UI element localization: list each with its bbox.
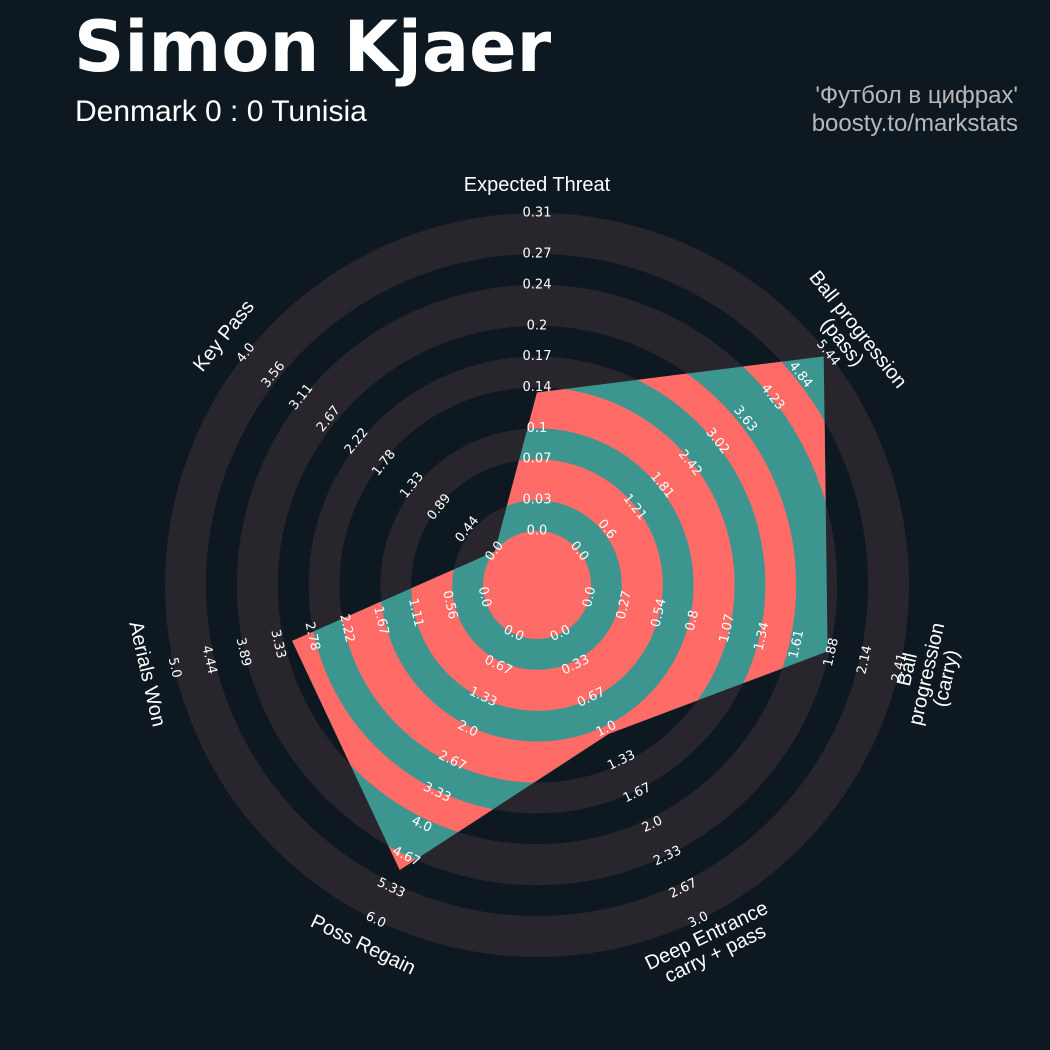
center-band [483, 531, 591, 639]
tick-label: 0.54 [649, 597, 670, 629]
tick-label: 0.56 [439, 589, 460, 621]
title: Simon Kjaer [74, 6, 552, 88]
tick-label: 0.0 [580, 585, 599, 609]
tick-label: 1.67 [370, 605, 391, 637]
ring [164, 212, 910, 958]
tick-label: 0.0 [475, 585, 494, 609]
tick-label: 1.61 [786, 629, 807, 661]
tick-label: 2.78 [301, 621, 322, 653]
tick-label: 0.1 [527, 421, 548, 436]
credit-line: 'Футбол в цифрах' [815, 82, 1018, 109]
tick-label: 0.31 [523, 206, 552, 221]
credit-line: boosty.to/markstats [811, 110, 1018, 137]
tick-label: 0.03 [523, 493, 552, 508]
tick-label: 2.14 [854, 644, 875, 676]
credits: 'Футбол в цифрах' boosty.to/markstats [812, 82, 1018, 138]
subtitle: Denmark 0 : 0 Tunisia [75, 95, 367, 128]
tick-label: 0.2 [527, 318, 548, 333]
tick-label: 4.44 [199, 644, 220, 676]
tick-label: 0.8 [683, 609, 702, 633]
tick-label: 1.34 [751, 621, 772, 653]
tick-label: 2.41 [889, 652, 910, 684]
band [411, 459, 663, 711]
tick-label: 0.27 [614, 589, 635, 621]
tick-label: 0.17 [523, 349, 552, 364]
tick-label: 1.07 [717, 613, 738, 645]
tick-label: 0.0 [527, 524, 548, 539]
tick-label: 1.88 [821, 636, 842, 668]
tick-label: 1.11 [405, 597, 426, 629]
tick-label: 0.07 [523, 452, 552, 467]
tick-label: 0.24 [523, 277, 552, 292]
param-label: Expected Threat [463, 174, 611, 196]
tick-label: 5.0 [165, 656, 184, 680]
tick-label: 2.22 [336, 613, 357, 645]
tick-label: 0.14 [523, 380, 552, 395]
tick-label: 0.27 [523, 247, 552, 262]
tick-label: 3.33 [267, 628, 288, 660]
tick-label: 3.89 [233, 636, 254, 668]
